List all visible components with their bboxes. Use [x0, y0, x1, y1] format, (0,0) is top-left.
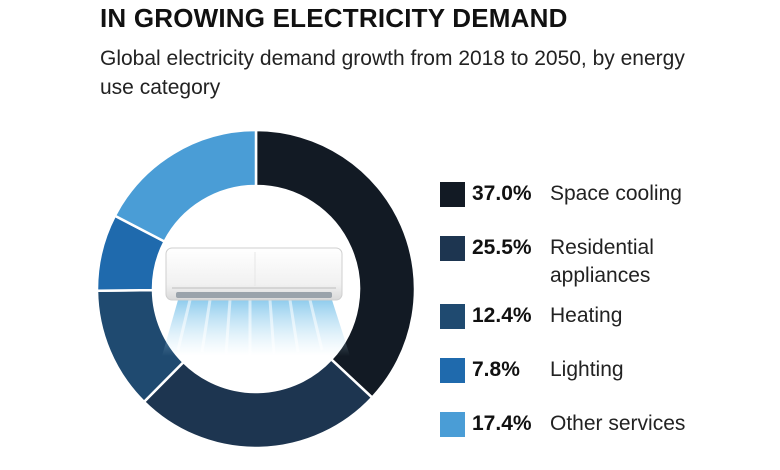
legend-value: 12.4% — [472, 304, 532, 327]
legend-item-other-services: 17.4% Other services — [440, 410, 760, 446]
legend-item-lighting: 7.8% Lighting — [440, 356, 760, 392]
legend-swatch — [440, 236, 465, 261]
legend-swatch — [440, 358, 465, 383]
legend-value: 37.0% — [472, 182, 532, 205]
air-flow-icon — [162, 299, 350, 356]
legend-label: Residential appliances — [550, 236, 654, 287]
legend-value: 7.8% — [472, 358, 520, 381]
donut-slice-residential-appliances — [142, 357, 374, 450]
legend-value: 17.4% — [472, 412, 532, 435]
chart-legend: 37.0% Space cooling 25.5% Residential appli… — [440, 180, 760, 464]
legend-swatch — [440, 304, 465, 329]
legend-label: Space cooling — [550, 182, 682, 205]
legend-item-space-cooling: 37.0% Space cooling — [440, 180, 760, 216]
air-conditioner-icon — [162, 247, 350, 356]
legend-label: Lighting — [550, 358, 624, 381]
legend-swatch — [440, 412, 465, 437]
legend-swatch — [440, 182, 465, 207]
donut-slice-other-services — [113, 128, 258, 244]
legend-value: 25.5% — [472, 236, 532, 259]
chart-title: IN GROWING ELECTRICITY DEMAND — [100, 3, 568, 33]
legend-label: Heating — [550, 304, 623, 327]
legend-item-heating: 12.4% Heating — [440, 302, 760, 338]
legend-item-residential-appliances: 25.5% Residential appliances — [440, 234, 760, 287]
donut-slice-space-cooling — [254, 128, 417, 400]
legend-label: Other services — [550, 412, 686, 435]
chart-subtitle: Global electricity demand growth from 20… — [100, 47, 685, 99]
